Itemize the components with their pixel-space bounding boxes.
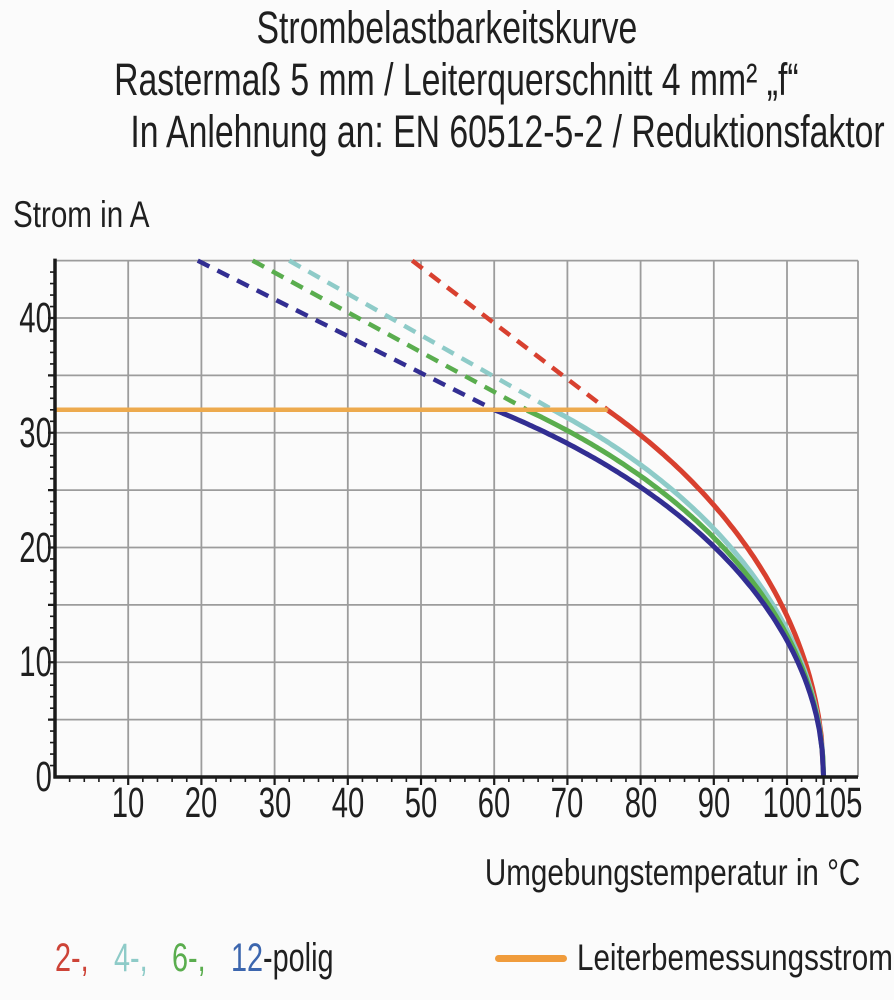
legend-polig-suffix: -polig	[263, 936, 334, 980]
rated-current-line-swatch	[495, 954, 567, 962]
x-tick-label: 50	[404, 779, 438, 827]
minor-ticks	[50, 271, 847, 782]
x-tick-label: 10	[111, 779, 145, 827]
x-tick-label: 70	[551, 779, 584, 827]
legend-item-4-polig: 4-,	[113, 936, 148, 980]
dashed-extrapolation-2-polig	[410, 258, 610, 412]
y-tick-label: 10	[19, 638, 52, 687]
legend-item-12-polig: 12-polig	[231, 936, 334, 980]
major-ticks	[48, 316, 825, 785]
y-tick-label: 20	[19, 523, 52, 572]
dashed-extrapolation-4-polig	[288, 258, 554, 412]
x-tick-label: 60	[477, 779, 511, 827]
x-tick-label: 20	[185, 779, 218, 827]
x-axis-title: Umgebungstemperatur in °C	[484, 852, 860, 893]
y-tick-label: 40	[19, 294, 52, 342]
y-axis-title: Strom in A	[13, 194, 150, 235]
title-line-3: In Anlehnung an: EN 60512-5-2 / Reduktio…	[130, 106, 894, 157]
y-tick-label: 30	[19, 408, 52, 457]
x-tick-label: 80	[624, 779, 657, 827]
dashed-extrapolation-12-polig	[196, 258, 496, 412]
rated-current-legend: Leiterbemessungsstrom	[495, 934, 894, 982]
curve-2-polig	[606, 408, 827, 778]
chart-title-block: Strombelastbarkeitskurve Rastermaß 5 mm …	[0, 2, 894, 158]
legend-item-6-polig: 6-,	[172, 936, 206, 980]
x-tick-label: 105	[813, 779, 862, 827]
curve-4-polig	[551, 407, 827, 778]
legend-item-2-polig: 2-,	[55, 936, 89, 980]
y-tick-label: 0	[35, 753, 52, 801]
curve-6-polig	[526, 408, 827, 778]
pole-count-legend: 2-, 4-, 6-, 12-polig	[55, 934, 385, 982]
title-line-1: Strombelastbarkeitskurve	[256, 2, 638, 53]
title-line-2: Rastermaß 5 mm / Leiterquerschnitt 4 mm²…	[114, 54, 799, 105]
rated-current-legend-label: Leiterbemessungsstrom	[577, 937, 893, 978]
dashed-extrapolation-6-polig	[251, 258, 529, 412]
x-tick-label: 90	[697, 779, 731, 827]
grid	[55, 259, 859, 777]
x-tick-label: 30	[258, 779, 291, 827]
x-tick-label: 100	[762, 779, 812, 827]
x-tick-label: 40	[331, 779, 365, 827]
curve-12-polig	[493, 407, 827, 778]
